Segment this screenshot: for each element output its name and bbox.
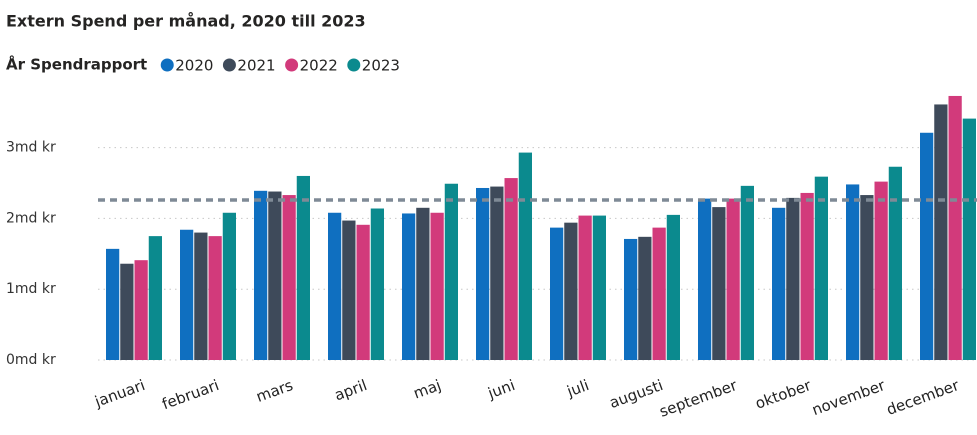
- x-tick-label: januari: [92, 376, 148, 411]
- bar: [148, 236, 162, 360]
- x-tick-label: december: [884, 376, 962, 419]
- bar: [578, 215, 592, 360]
- bar: [846, 184, 860, 360]
- x-tick-label: maj: [411, 376, 443, 402]
- x-tick-label: april: [332, 376, 369, 404]
- bar: [402, 213, 416, 360]
- bar: [504, 178, 518, 360]
- legend-label: 2022: [300, 57, 338, 75]
- bar: [740, 185, 754, 360]
- x-tick-label: september: [657, 376, 740, 421]
- bar: [342, 220, 356, 360]
- bar: [208, 236, 222, 360]
- bar: [476, 187, 490, 360]
- bar: [222, 212, 236, 360]
- bar: [948, 95, 962, 360]
- bar: [550, 227, 564, 360]
- bar: [712, 207, 726, 360]
- bar: [564, 222, 578, 360]
- x-tick-label: mars: [254, 376, 296, 406]
- bar: [874, 181, 888, 360]
- bar: [430, 212, 444, 360]
- bar: [814, 176, 828, 360]
- bar: [772, 207, 786, 360]
- bar: [194, 232, 208, 360]
- bar: [416, 207, 430, 360]
- y-tick-label: 1md kr: [6, 281, 56, 297]
- x-tick-label: augusti: [607, 376, 665, 412]
- y-tick-label: 2md kr: [6, 210, 56, 226]
- legend-marker: [285, 58, 299, 72]
- bar: [254, 190, 268, 360]
- bar: [518, 152, 532, 360]
- legend-marker: [347, 58, 361, 72]
- bar: [268, 191, 282, 360]
- y-tick-label: 0md kr: [6, 352, 56, 368]
- bar: [296, 175, 310, 360]
- bar: [328, 212, 342, 360]
- chart-title: Extern Spend per månad, 2020 till 2023: [6, 12, 366, 31]
- bar: [962, 118, 976, 360]
- bar: [666, 214, 680, 360]
- bar: [282, 195, 296, 360]
- bar: [860, 195, 874, 360]
- bar: [180, 229, 194, 360]
- bar: [592, 215, 606, 360]
- x-tick-label: oktober: [753, 376, 814, 413]
- bar: [624, 238, 638, 360]
- y-tick-label: 3md kr: [6, 140, 56, 156]
- x-tick-label: februari: [160, 376, 222, 413]
- bar: [652, 227, 666, 360]
- legend-marker: [160, 58, 174, 72]
- bar: [800, 192, 814, 360]
- x-tick-label: november: [810, 376, 889, 419]
- bar: [370, 208, 384, 360]
- bar: [490, 186, 504, 360]
- bar: [120, 263, 134, 360]
- bar: [698, 198, 712, 360]
- bar: [934, 104, 948, 360]
- bar: [444, 183, 458, 360]
- bar: [638, 236, 652, 360]
- legend-label: 2021: [237, 57, 275, 75]
- x-tick-label: juni: [485, 376, 518, 403]
- bar: [786, 197, 800, 360]
- bar: [920, 132, 934, 360]
- bar: [888, 166, 902, 360]
- bar: [134, 260, 148, 360]
- legend-title: År Spendrapport: [6, 55, 147, 74]
- legend-label: 2020: [175, 57, 213, 75]
- legend-label: 2023: [362, 57, 400, 75]
- x-tick-label: juli: [564, 376, 592, 401]
- bar: [356, 224, 370, 360]
- bar: [106, 248, 120, 360]
- bar: [726, 198, 740, 360]
- legend-marker: [222, 58, 236, 72]
